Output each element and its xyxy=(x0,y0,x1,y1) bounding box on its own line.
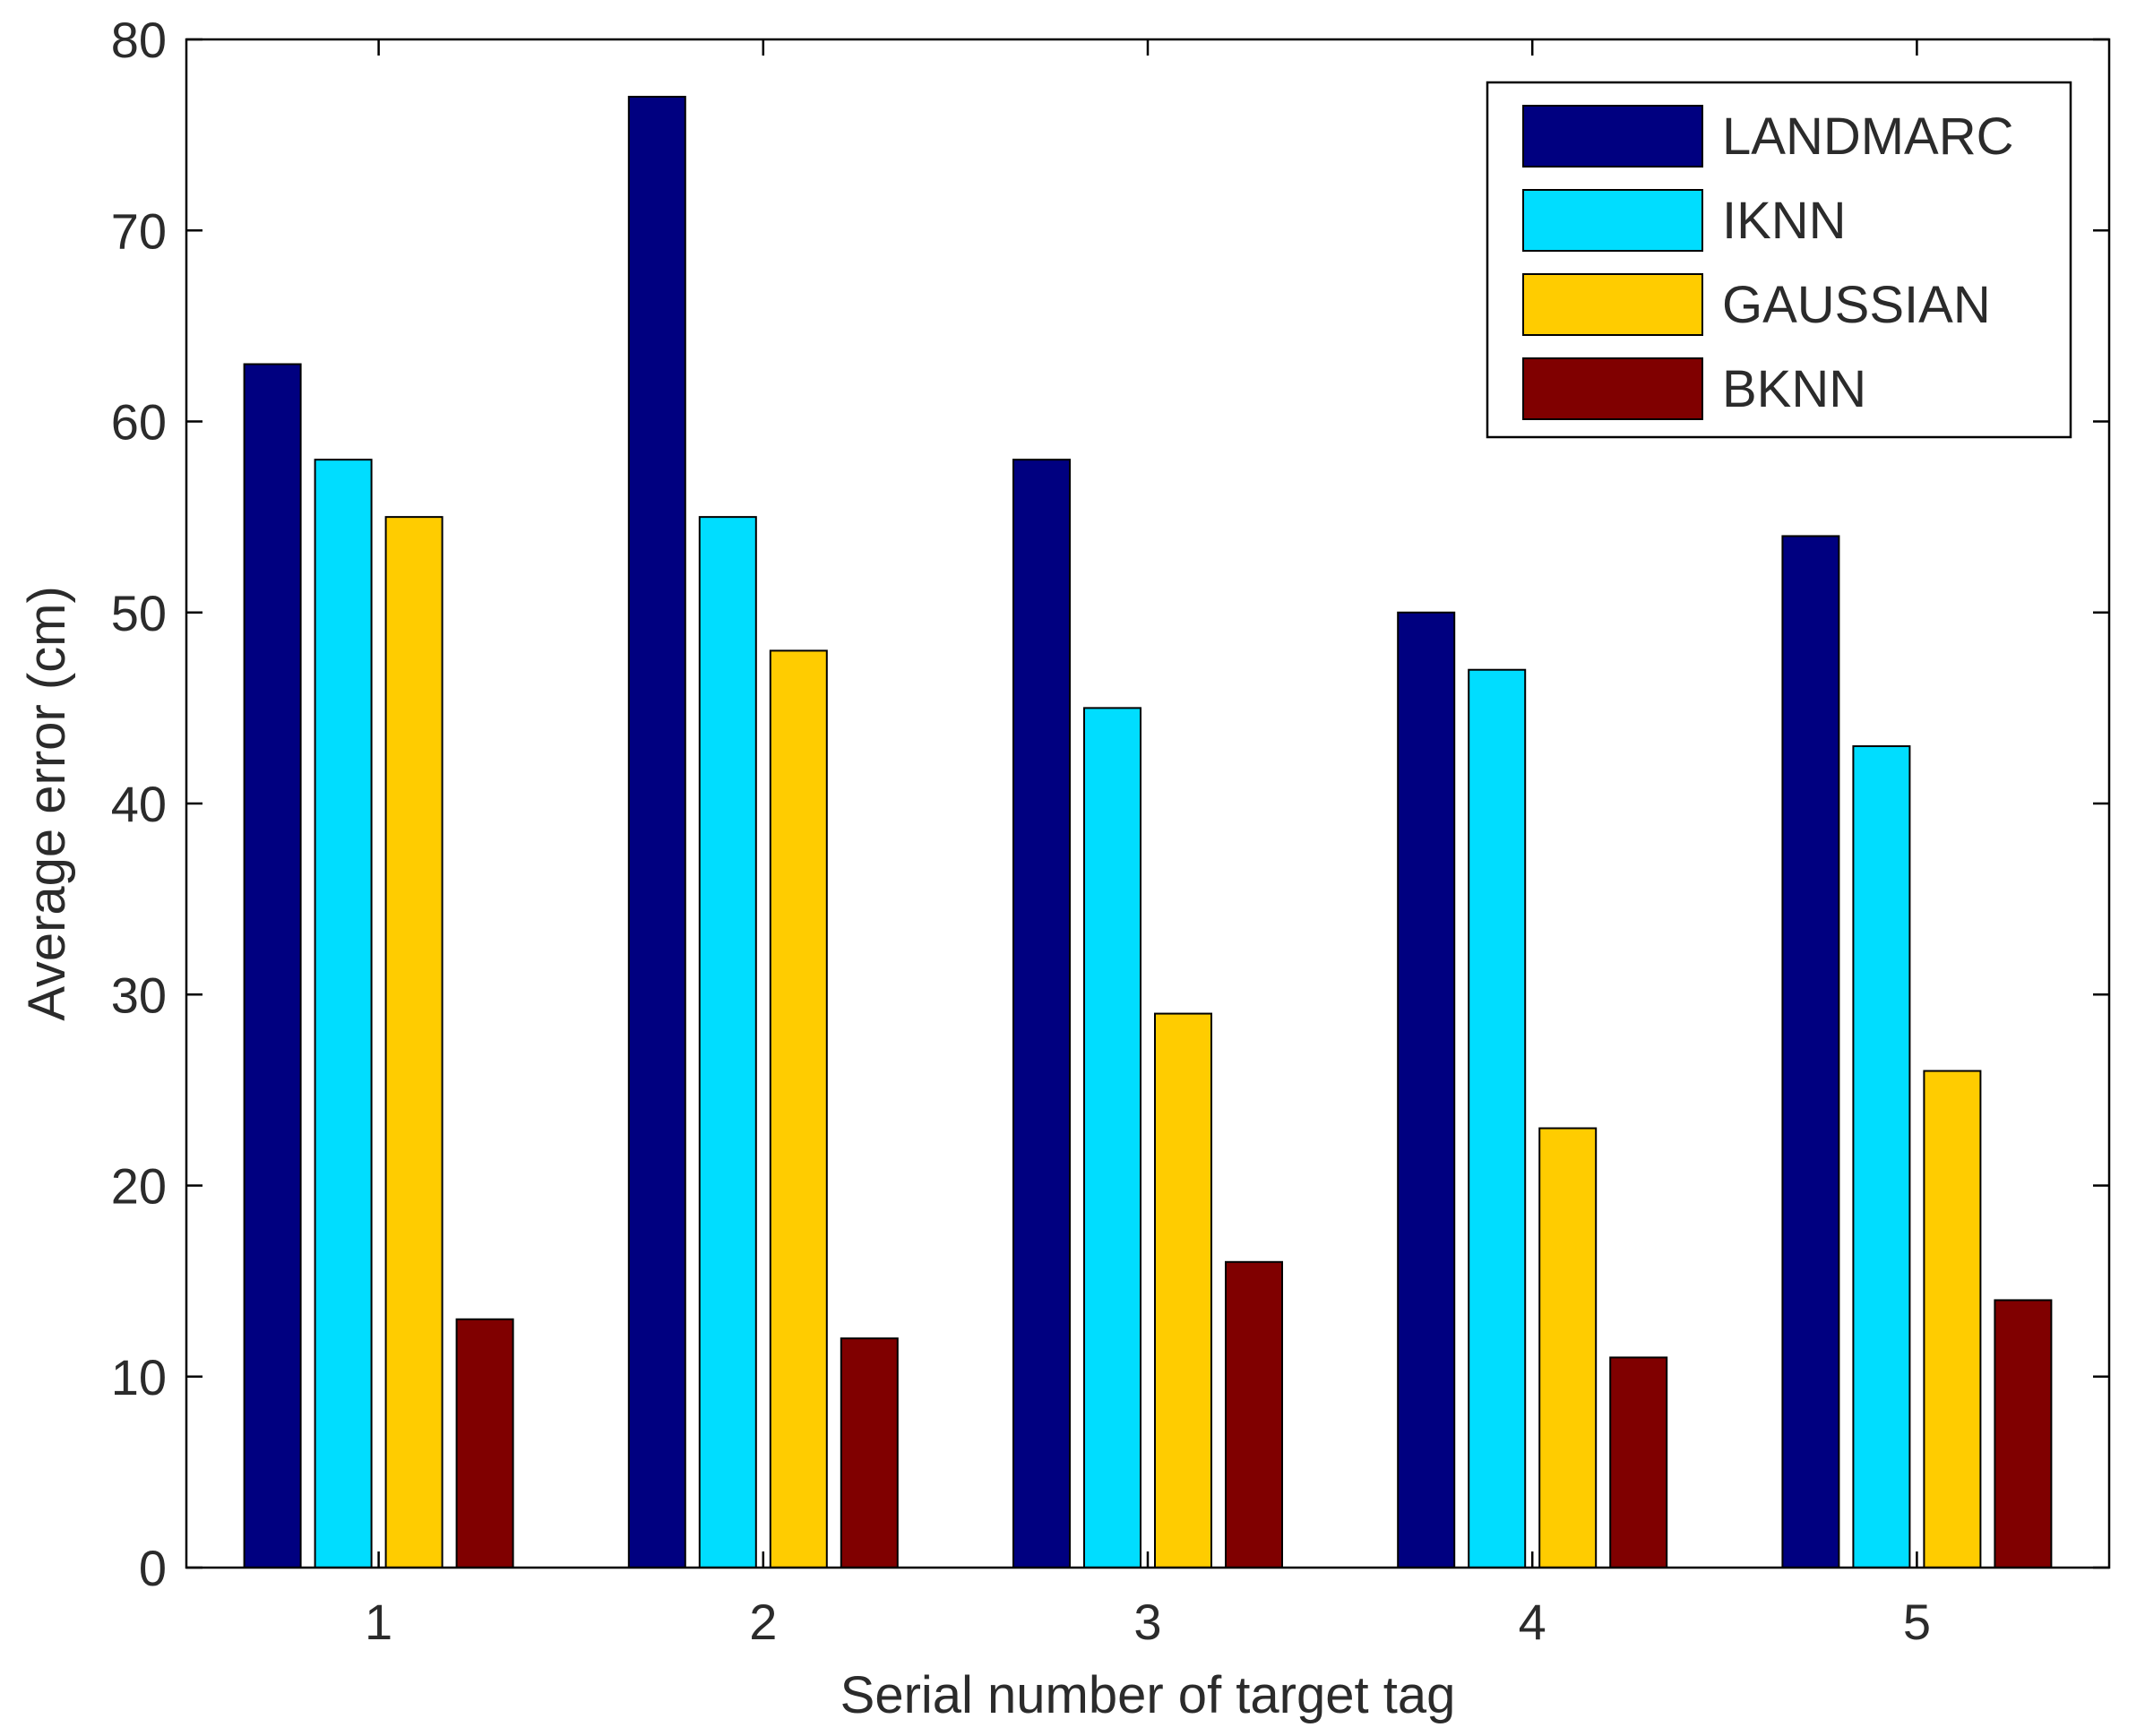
x-tick-label: 4 xyxy=(1519,1594,1546,1650)
bars-layer xyxy=(243,95,2053,1569)
legend-swatch-gaussian xyxy=(1522,273,1703,336)
legend: LANDMARC IKNN GAUSSIAN BKNN xyxy=(1486,81,2072,439)
bar-bknn-5 xyxy=(1994,1299,2053,1568)
y-tick-label: 40 xyxy=(111,776,167,832)
bar-landmarc-3 xyxy=(1012,459,1071,1568)
x-tick-label: 1 xyxy=(365,1594,392,1650)
bar-gaussian-3 xyxy=(1154,1012,1212,1568)
legend-label-bknn: BKNN xyxy=(1722,360,1866,418)
y-tick-label: 0 xyxy=(139,1540,167,1596)
bar-landmarc-5 xyxy=(1781,535,1840,1569)
y-tick-label: 70 xyxy=(111,202,167,259)
bar-gaussian-1 xyxy=(384,516,444,1568)
x-tick-label: 3 xyxy=(1133,1594,1161,1650)
bar-gaussian-4 xyxy=(1538,1127,1598,1569)
bar-gaussian-2 xyxy=(769,649,828,1568)
bar-bknn-2 xyxy=(840,1337,899,1568)
bar-gaussian-5 xyxy=(1923,1070,1982,1569)
y-tick-label: 80 xyxy=(111,12,167,68)
y-axis-label: Average error (cm) xyxy=(18,586,76,1021)
y-tick-label: 10 xyxy=(111,1349,167,1405)
legend-swatch-bknn xyxy=(1522,357,1703,420)
legend-swatch-landmarc xyxy=(1522,105,1703,168)
x-tick-label: 5 xyxy=(1903,1594,1931,1650)
x-tick-label: 2 xyxy=(749,1594,777,1650)
bar-landmarc-2 xyxy=(627,95,686,1569)
bar-landmarc-1 xyxy=(243,363,302,1568)
bar-iknn-2 xyxy=(698,516,757,1568)
y-tick-label: 20 xyxy=(111,1158,167,1215)
bar-bknn-3 xyxy=(1225,1260,1283,1569)
bar-iknn-4 xyxy=(1468,668,1527,1568)
y-tick-label: 50 xyxy=(111,585,167,641)
y-tick-label: 60 xyxy=(111,394,167,451)
bar-landmarc-4 xyxy=(1397,611,1456,1568)
bar-bknn-4 xyxy=(1609,1356,1668,1569)
legend-label-gaussian: GAUSSIAN xyxy=(1722,276,1991,334)
bar-iknn-5 xyxy=(1852,745,1911,1568)
y-tick-label: 30 xyxy=(111,967,167,1023)
legend-swatch-iknn xyxy=(1522,189,1703,252)
legend-label-iknn: IKNN xyxy=(1722,192,1847,250)
bar-iknn-1 xyxy=(314,459,373,1568)
legend-label-landmarc: LANDMARC xyxy=(1722,107,2014,166)
ticks-layer: 0 10 20 30 40 50 60 70 80 1 2 3 4 5 xyxy=(111,12,2109,1650)
x-axis-label: Serial number of target tag xyxy=(840,1666,1456,1724)
bar-bknn-1 xyxy=(455,1318,514,1569)
bar-iknn-3 xyxy=(1083,707,1141,1568)
